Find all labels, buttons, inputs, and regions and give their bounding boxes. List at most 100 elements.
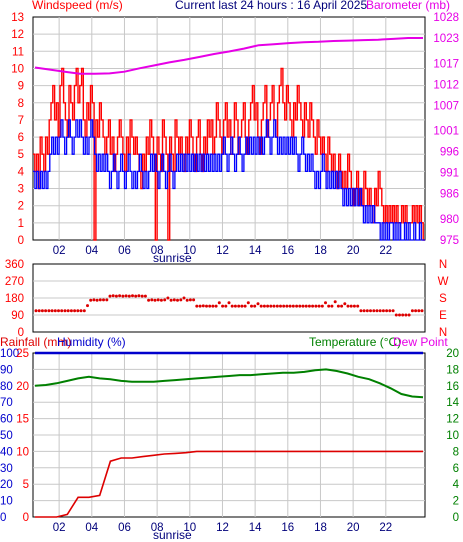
rainfall-tick-label: 50 [0,430,13,442]
direction-point [243,304,247,308]
direction-point [73,309,77,313]
rainfall-tick-label: 60 [0,414,13,426]
rainfall-title: Rainfall (mm) [0,335,71,349]
humidity-title: Humidity (%) [57,335,126,349]
direction-point [166,296,170,300]
x-tick-label: 08 [151,522,164,534]
x-tick-label: 06 [118,245,131,257]
direction-point [102,298,105,302]
direction-point [105,298,109,302]
y-tick-label-right: W [438,276,449,288]
direction-point [143,294,147,298]
direction-point [217,301,221,305]
direction-point [372,309,376,313]
humidity-tick-label: 0 [23,512,29,524]
direction-point [269,304,273,308]
y-tick-label-left: 3 [18,184,24,196]
y-tick-label-left: 5 [18,149,24,161]
direction-point [198,304,202,308]
x-tick-label: 12 [216,245,229,257]
direction-point [378,309,382,313]
direction-point [79,309,83,313]
temperature-tick-label: 6 [453,463,459,475]
humidity-tick-label: 25 [16,348,29,360]
direction-point [301,304,305,308]
y-tick-label-right: 980 [440,214,459,226]
x-tick-label: 08 [151,245,164,257]
direction-point [47,309,51,313]
direction-point [410,309,414,313]
x-tick-label: 18 [314,522,327,534]
direction-point [256,302,260,306]
temperature-tick-label: 2 [453,496,459,508]
direction-point [40,309,44,313]
y-tick-label-left: 90 [11,310,24,322]
x-tick-label: 20 [347,245,360,257]
y-tick-label-right: 1001 [433,126,459,138]
direction-point [182,296,186,300]
direction-point [69,309,73,313]
wind-barometer-panel: 02 04 06 08 10 12 14 16 18 20 22012345678910111213… [11,12,459,257]
direction-point [343,302,347,306]
direction-point [407,313,411,317]
direction-point [159,298,163,302]
rainfall-tick-label: 10 [0,496,13,508]
direction-point [82,309,86,313]
direction-point [224,304,228,308]
x-tick-label: 14 [249,522,262,534]
direction-point [282,304,286,308]
x-tick-label: 20 [347,522,360,534]
direction-point [401,313,405,317]
direction-point [137,294,141,298]
rain-humidity-temperature-panel: 02 04 06 08 10 12 14 16 18 20 22010203040506070809… [0,348,460,534]
direction-point [304,304,308,308]
direction-point [208,304,212,308]
direction-point [63,309,67,313]
direction-point [92,298,96,302]
direction-point [317,304,321,308]
y-tick-label-left: 270 [5,276,24,288]
rainfall-tick-label: 0 [0,512,6,524]
x-tick-label: 22 [379,522,392,534]
direction-point [66,309,70,313]
y-tick-label-left: 9 [18,81,24,93]
rainfall-tick-label: 90 [0,364,13,376]
direction-point [53,309,57,313]
direction-point [95,298,99,302]
y-tick-label-right: N [439,327,447,339]
direction-point [365,309,369,313]
y-tick-label-left: 8 [18,98,24,110]
sunrise-label-top: sunrise [153,251,192,265]
sunrise-label-bottom: sunrise [153,528,192,542]
x-tick-label: 18 [314,245,327,257]
direction-point [375,309,379,313]
direction-point [240,304,244,308]
direction-point [176,298,179,302]
direction-point [211,304,215,308]
windspeed-title: Windspeed (m/s) [32,0,123,12]
direction-point [246,301,250,305]
direction-point [324,301,327,305]
y-tick-label-right: 975 [440,235,459,247]
direction-point [295,304,299,308]
direction-point [311,304,315,308]
temperature-tick-label: 10 [446,430,459,442]
rainfall-tick-label: 100 [0,348,19,360]
y-tick-label-right: 1017 [433,58,459,70]
x-tick-label: 02 [53,245,66,257]
direction-point [253,304,257,308]
direction-point [346,304,350,308]
rainfall-tick-label: 40 [0,446,13,458]
rainfall-tick-label: 70 [0,397,13,409]
direction-point [420,309,424,313]
direction-point [156,298,160,302]
direction-point [134,294,138,298]
rainfall-tick-label: 20 [0,479,13,491]
x-tick-label: 10 [183,245,196,257]
direction-point [34,309,38,313]
direction-point [153,298,157,302]
temperature-tick-label: 20 [446,348,459,360]
y-tick-label-left: 13 [11,12,24,24]
y-tick-label-left: 4 [18,166,25,178]
direction-point [349,304,353,308]
